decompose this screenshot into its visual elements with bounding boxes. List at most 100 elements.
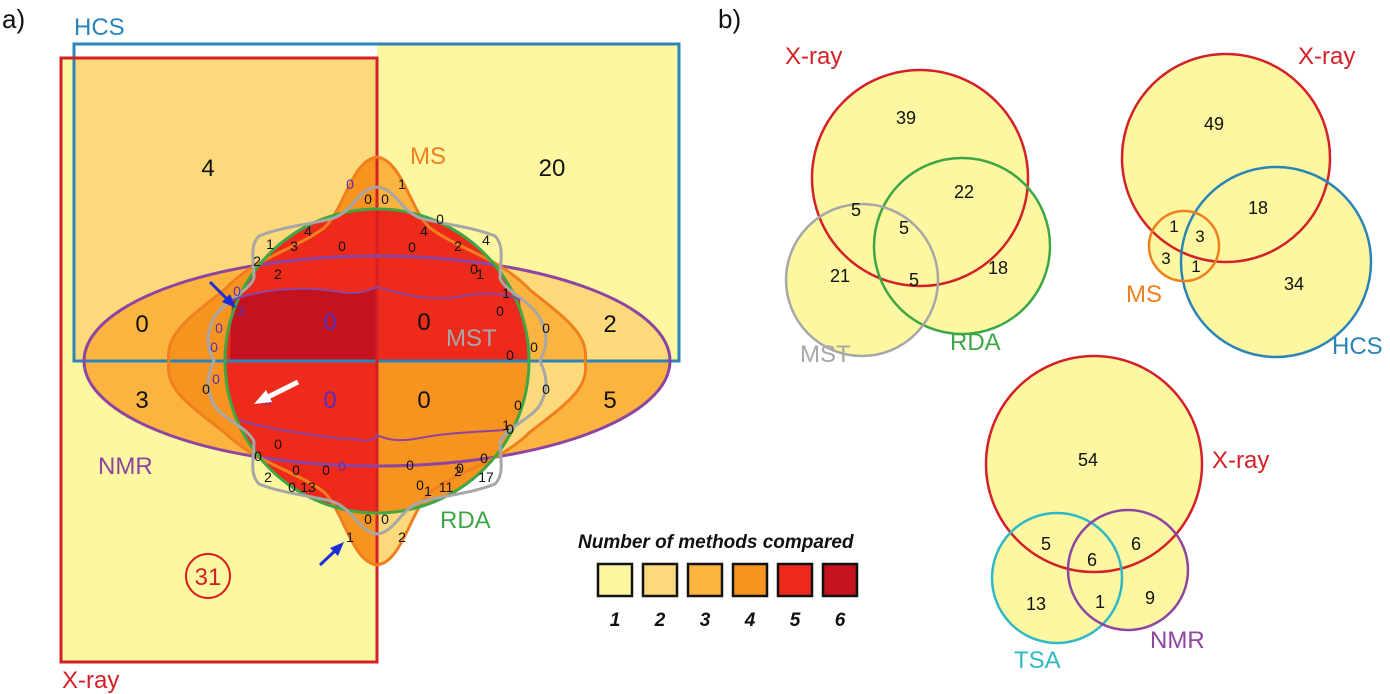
small-region-count: 0 — [322, 462, 330, 478]
small-region-count: 2 — [253, 253, 261, 269]
venn2-count-xray-only: 49 — [1204, 114, 1224, 134]
rda-label-a: RDA — [440, 507, 491, 534]
venn2-count-xray-ms: 1 — [1169, 217, 1178, 236]
small-region-count: 0 — [202, 381, 210, 397]
small-region-count: 0 — [506, 421, 514, 437]
venn3-count-nmr-only: 9 — [1145, 588, 1155, 608]
venn3-xray-label: X-ray — [1212, 447, 1269, 474]
small-region-count: 0 — [288, 479, 296, 495]
small-region-count: 1 — [502, 285, 510, 301]
small-region-count: 2 — [454, 463, 462, 479]
legend-swatch-3 — [686, 562, 724, 598]
legend-swatch-2 — [641, 562, 679, 598]
small-region-count: 0 — [496, 303, 504, 319]
venn2-count-ms-hcs: 1 — [1191, 257, 1200, 276]
small-region-count: 0 — [514, 397, 522, 413]
legend-swatch-5 — [776, 562, 814, 598]
mst-outline — [206, 185, 548, 536]
small-region-count: 0 — [338, 238, 346, 254]
small-region-count: 1 — [424, 483, 432, 499]
nmr-outline — [82, 254, 672, 468]
small-region-count: 0 — [346, 176, 354, 192]
blue-arrow-upper — [208, 280, 236, 308]
legend-label-1: 1 — [610, 610, 621, 631]
small-region-count: 11 — [439, 479, 454, 495]
small-region-count: 0 — [480, 450, 488, 466]
small-region-count: 0 — [381, 191, 389, 207]
venn2-xray-label: X-ray — [1298, 43, 1355, 70]
small-region-count: 1 — [398, 176, 406, 192]
venn2-count-xray-hcs: 18 — [1248, 198, 1268, 218]
small-region-count: 0 — [506, 347, 514, 363]
small-region-count: 0 — [416, 477, 424, 493]
venn-xray-tsa-nmr: X-ray TSA NMR 54 5 6 6 13 1 9 — [984, 354, 1269, 674]
small-region-count: 3 — [290, 238, 298, 254]
small-region-count: 0 — [436, 211, 444, 227]
venn1-xray-label: X-ray — [785, 43, 842, 70]
small-region-count: 4 — [420, 223, 428, 239]
small-region-count: 0 — [254, 448, 262, 464]
nmr-label-a: NMR — [98, 453, 153, 480]
small-region-count: 4 — [304, 223, 312, 239]
legend-swatch-4 — [731, 562, 769, 598]
legend-label-2: 2 — [654, 610, 666, 631]
small-region-count: 1 — [266, 236, 274, 252]
count-center-ul: 0 — [323, 309, 336, 336]
xray-outline — [59, 56, 379, 664]
venn2-hcs-label: HCS — [1332, 333, 1383, 360]
small-region-count: 2 — [398, 529, 406, 545]
blue-arrow-lower — [318, 542, 344, 567]
small-region-count: 3 — [237, 303, 245, 319]
venn1-count-mst-only: 21 — [830, 266, 850, 286]
small-region-count: 0 — [364, 511, 372, 527]
xray-label-a: X-ray — [62, 667, 119, 694]
count-nmr-ll: 3 — [135, 387, 148, 414]
small-region-count: 0 — [456, 460, 464, 476]
venn1-mst-label: MST — [800, 341, 851, 368]
small-region-count: 0 — [364, 191, 372, 207]
venn3-count-tsa-nmr: 1 — [1095, 592, 1105, 612]
venn3-nmr-label: NMR — [1150, 627, 1205, 654]
small-region-count: 2 — [454, 238, 462, 254]
small-region-count: 0 — [233, 283, 241, 299]
count-hcs-only: 20 — [539, 155, 566, 182]
venn3-count-xray-tsa: 5 — [1041, 534, 1051, 554]
legend-title: Number of methods compared — [578, 532, 854, 553]
legend-label-3: 3 — [700, 610, 711, 631]
venn2-count-ms-only: 3 — [1161, 249, 1170, 268]
ms-label-a: MS — [410, 143, 446, 170]
small-region-count: 0 — [406, 457, 414, 473]
legend-label-6: 6 — [835, 610, 846, 631]
legend: Number of methods compared 1 2 3 4 5 6 — [578, 532, 859, 631]
venn-xray-rda-mst: X-ray RDA MST 39 22 5 5 21 5 18 — [784, 43, 1052, 368]
small-region-count: 0 — [408, 239, 416, 255]
small-region-count: 0 — [470, 261, 478, 277]
small-region-count: 0 — [530, 339, 538, 355]
venn1-count-mst-rda: 5 — [909, 270, 919, 290]
small-region-count: 1 — [476, 266, 484, 282]
venn3-count-tsa-only: 13 — [1026, 594, 1046, 614]
legend-label-5: 5 — [790, 610, 801, 631]
venn1-rda-label: RDA — [950, 329, 1001, 356]
white-arrow — [254, 379, 300, 404]
count-center-ur: 0 — [417, 309, 430, 336]
panel-a-label: a) — [2, 4, 25, 34]
venn1-count-all: 5 — [899, 218, 909, 238]
venn1-count-xray-only: 39 — [896, 108, 916, 128]
small-region-count: 0 — [542, 381, 550, 397]
small-region-count: 1 — [346, 529, 354, 545]
small-region-count: 17 — [478, 469, 494, 485]
ms-outline — [166, 155, 588, 567]
small-region-count: 0 — [338, 458, 346, 474]
legend-label-4: 4 — [744, 610, 756, 631]
venn3-tsa-label: TSA — [1014, 647, 1061, 674]
mst-label-a: MST — [446, 325, 497, 352]
nmr-inner-top-boundary — [231, 285, 521, 301]
panel-b: b) X-ray RDA MST 39 22 5 5 21 5 18 — [718, 4, 1383, 674]
venn2-count-hcs-only: 34 — [1284, 274, 1304, 294]
venn2-count-all: 3 — [1195, 227, 1204, 246]
count-nmr-ul: 0 — [135, 311, 148, 338]
legend-swatch-6 — [821, 562, 859, 598]
count-xray-only: 31 — [195, 564, 222, 591]
small-region-count: 4 — [482, 232, 490, 248]
